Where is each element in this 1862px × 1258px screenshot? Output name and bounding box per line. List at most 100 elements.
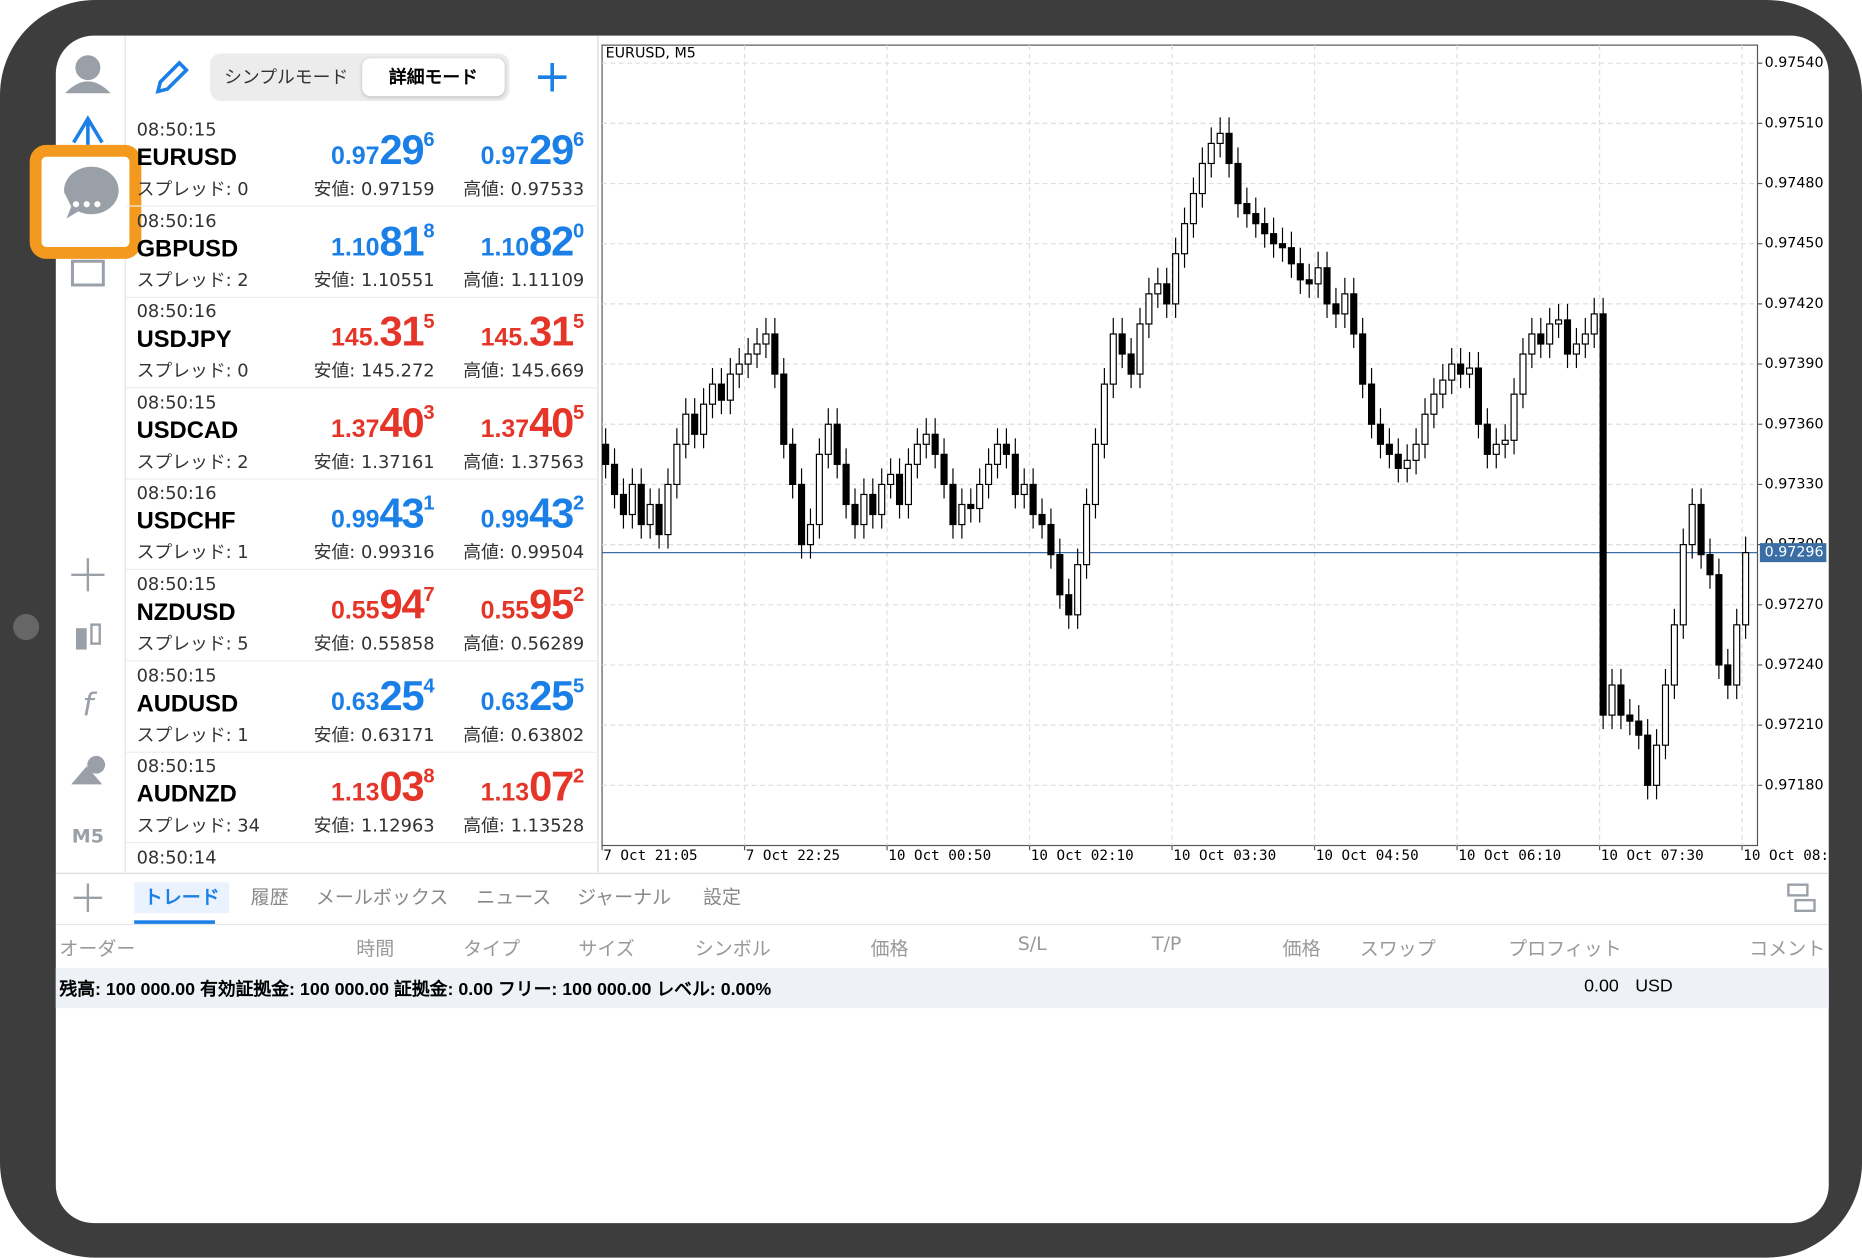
price-big: 81 bbox=[379, 218, 425, 265]
bid-price: 145. 31 5 bbox=[331, 309, 435, 357]
candle-body bbox=[1127, 353, 1135, 375]
price-big: 43 bbox=[379, 490, 425, 538]
history-icon[interactable] bbox=[70, 259, 105, 287]
column-header: サイズ bbox=[578, 936, 635, 960]
candle-body bbox=[1599, 313, 1607, 716]
candle-body bbox=[1047, 523, 1055, 556]
candle-body bbox=[1724, 664, 1732, 686]
candle-body bbox=[1715, 574, 1723, 666]
candle-body bbox=[1091, 443, 1100, 506]
candle-body bbox=[1403, 459, 1411, 469]
candle-body bbox=[762, 333, 770, 345]
bid-price: 1.37 40 3 bbox=[331, 400, 435, 448]
quote-time: 08:50:15 bbox=[136, 755, 217, 777]
y-tick-label: 0.97510 bbox=[1765, 115, 1824, 131]
candle-body bbox=[1207, 142, 1215, 165]
low-price: 安値: 0.99316 bbox=[313, 541, 435, 564]
column-header: シンボル bbox=[694, 936, 771, 960]
candle-body bbox=[1029, 483, 1037, 516]
spread: スプレッド: 1 bbox=[136, 541, 249, 564]
candle-body bbox=[824, 423, 832, 455]
candle-body bbox=[860, 493, 868, 526]
candle-body bbox=[1198, 162, 1206, 195]
timeframe[interactable]: M5 bbox=[72, 826, 104, 848]
toolbox-add[interactable] bbox=[71, 881, 104, 914]
price-sup: 5 bbox=[573, 401, 585, 424]
sidebar-divider bbox=[124, 35, 126, 873]
chat-highlight[interactable] bbox=[29, 144, 142, 259]
crosshair-icon[interactable] bbox=[71, 558, 105, 592]
symbol: USDCAD bbox=[136, 417, 239, 444]
candle-body bbox=[1154, 283, 1162, 295]
price-sup: 2 bbox=[573, 492, 585, 515]
chart-type-icon[interactable] bbox=[76, 628, 87, 650]
symbol: EURUSD bbox=[136, 144, 237, 171]
low-price: 安値: 1.37161 bbox=[313, 451, 435, 473]
low-price: 安値: 1.12963 bbox=[313, 814, 435, 837]
candle-body bbox=[1528, 333, 1536, 355]
candle-body bbox=[789, 443, 797, 486]
price-sup: 1 bbox=[423, 492, 435, 515]
price-prefix: 1.13 bbox=[480, 779, 530, 807]
price-prefix: 0.99 bbox=[330, 506, 380, 534]
candle-body bbox=[610, 463, 619, 496]
candle-body bbox=[1733, 624, 1741, 686]
candle-body bbox=[1163, 283, 1171, 305]
candle-body bbox=[664, 483, 672, 536]
trade-icon[interactable] bbox=[72, 115, 104, 145]
candle-body bbox=[1617, 684, 1625, 716]
candle-body bbox=[1038, 513, 1046, 526]
ask-price: 0.55 95 2 bbox=[481, 582, 585, 630]
price-sup: 4 bbox=[423, 674, 435, 697]
price-big: 95 bbox=[529, 581, 574, 629]
toolbox-tab[interactable]: ジャーナル bbox=[577, 885, 672, 909]
profit: 0.00 bbox=[1584, 976, 1619, 997]
toolbox-tab[interactable]: メールボックス bbox=[315, 885, 449, 909]
candle-body bbox=[1501, 439, 1509, 445]
add-symbol[interactable] bbox=[534, 59, 570, 95]
candle-body bbox=[1083, 503, 1091, 566]
price-sup: 8 bbox=[423, 764, 435, 788]
candle-body bbox=[1412, 443, 1420, 461]
candle-body bbox=[940, 453, 948, 486]
objects-icon[interactable] bbox=[71, 766, 103, 785]
candle-body bbox=[1661, 684, 1670, 746]
candle-body bbox=[1608, 684, 1616, 716]
y-tick-label: 0.97330 bbox=[1765, 476, 1824, 492]
candle-body bbox=[1056, 554, 1064, 596]
symbol: NZDUSD bbox=[136, 599, 236, 626]
camera bbox=[13, 613, 40, 641]
bid-price: 0.63 25 4 bbox=[331, 673, 435, 721]
high-price: 高値: 0.56289 bbox=[463, 632, 585, 655]
symbol: AUDNZD bbox=[136, 781, 237, 808]
x-tick-label: 10 Oct 00:50 bbox=[888, 848, 991, 864]
price-sup: 0 bbox=[573, 219, 585, 242]
toolbox-tab[interactable]: ニュース bbox=[476, 885, 552, 909]
price-big: 07 bbox=[529, 763, 574, 811]
high-price: 高値: 1.11109 bbox=[463, 269, 585, 291]
x-tick-label: 10 Oct 04:50 bbox=[1316, 848, 1419, 864]
toolbox-tab[interactable]: 設定 bbox=[703, 885, 742, 909]
candle-body bbox=[1109, 333, 1117, 385]
mode-detail[interactable]: 詳細モード bbox=[362, 58, 505, 97]
price-sup: 6 bbox=[573, 128, 585, 151]
candle-body bbox=[1635, 720, 1643, 736]
toolbox-tab[interactable]: 履歴 bbox=[250, 885, 289, 909]
toolbox-layout[interactable] bbox=[1784, 881, 1820, 914]
candle-body bbox=[753, 343, 761, 355]
mode-simple[interactable]: シンプルモード bbox=[224, 66, 349, 88]
price-prefix: 145. bbox=[330, 324, 380, 352]
edit-icon[interactable] bbox=[148, 56, 196, 104]
candle-body bbox=[985, 463, 993, 486]
currency: USD bbox=[1635, 976, 1673, 997]
toolbox-divider bbox=[55, 872, 1829, 874]
candle-body bbox=[1537, 333, 1545, 345]
toolbox-tab[interactable]: トレード bbox=[134, 882, 230, 914]
candle-body bbox=[1742, 552, 1750, 626]
y-tick-label: 0.97450 bbox=[1765, 236, 1824, 252]
current-price-box bbox=[1759, 543, 1827, 563]
account-icon[interactable] bbox=[75, 55, 101, 81]
low-price: 安値: 145.272 bbox=[313, 360, 435, 382]
price-prefix: 0.63 bbox=[330, 688, 380, 716]
